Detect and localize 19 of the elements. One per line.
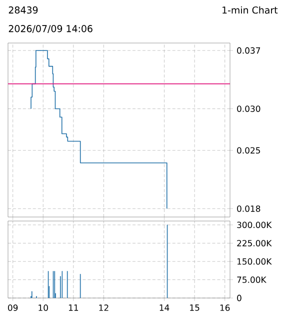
x-tick-label: 12	[99, 304, 108, 311]
x-tick-label: 14	[160, 304, 170, 311]
y-tick-label: 0	[237, 294, 242, 302]
y-tick-label: 225.00K	[237, 240, 272, 246]
y-tick-label: 0.037	[237, 47, 260, 54]
y-tick-label: 0.025	[237, 147, 260, 154]
x-tick-label: 16	[220, 304, 230, 311]
y-tick-label: 0.018	[237, 205, 260, 212]
chart-subtitle: 2026/07/09 14:06	[8, 25, 92, 33]
y-tick-label: 75.00K	[237, 276, 266, 283]
y-tick-label: 300.00K	[237, 222, 272, 228]
x-tick-label: 15	[190, 304, 200, 311]
chart-title: 28439	[8, 6, 38, 14]
y-tick-label: 0.030	[237, 106, 260, 112]
x-tick-label: 09	[8, 304, 18, 311]
text: 1-min Chart	[222, 6, 278, 14]
x-tick-label: 11	[68, 304, 78, 311]
x-tick-label: 10	[38, 304, 48, 311]
y-tick-label: 150.00K	[237, 258, 272, 265]
